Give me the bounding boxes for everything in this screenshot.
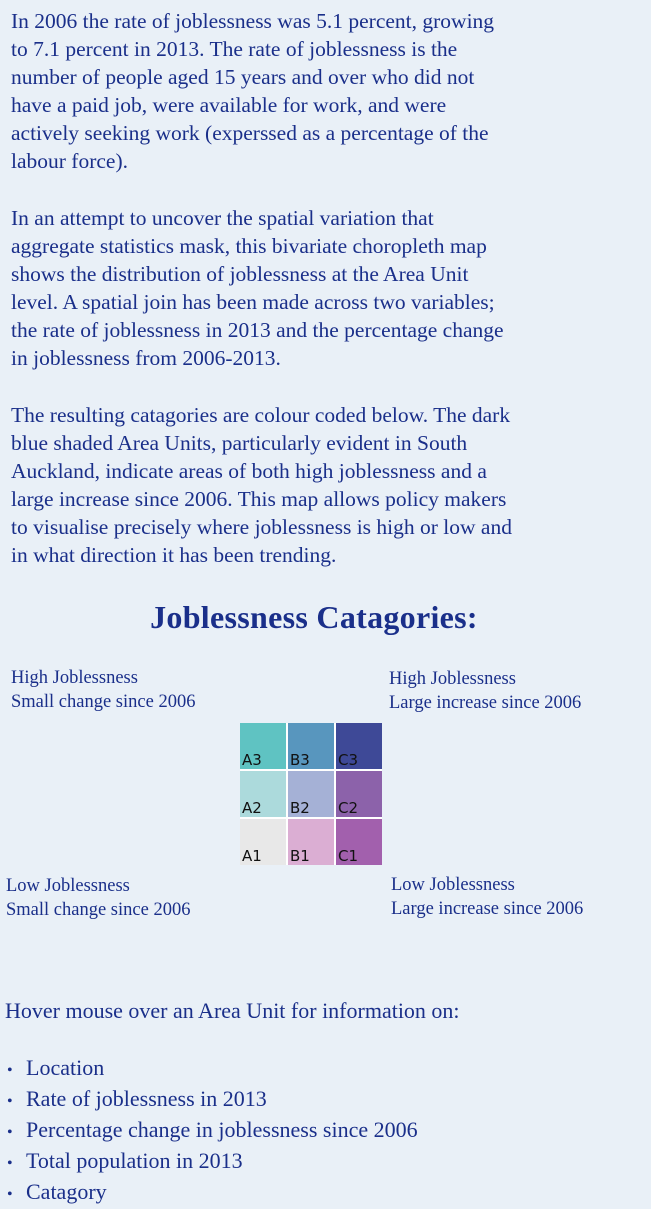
hover-info-list: • Location • Rate of joblessness in 2013 •… [5,1054,418,1209]
corner-label-line1: Low Joblessness [6,876,130,896]
bivariate-legend-grid: A3 B3 C3 A2 B2 C2 A1 B1 C1 [240,723,382,865]
list-item: • Location [5,1054,418,1085]
legend-cell-a2: A2 [240,771,286,817]
corner-label-line2: Small change since 2006 [6,900,191,920]
list-item-text: Catagory [26,1179,107,1204]
cell-label: A1 [242,847,262,865]
list-item: • Total population in 2013 [5,1147,418,1178]
legend-cell-a1: A1 [240,819,286,865]
intro-paragraph-results: The resulting catagories are colour code… [11,403,512,567]
intro-paragraph-rates: In 2006 the rate of joblessness was 5.1 … [11,9,495,173]
legend-cell-c2: C2 [336,771,382,817]
cell-label: C1 [338,847,359,865]
legend-corner-high-large: High Joblessness Large increase since 20… [389,667,581,715]
legend-cell-a3: A3 [240,723,286,769]
cell-label: A3 [242,751,262,769]
corner-label-line1: Low Joblessness [391,875,515,895]
corner-label-line2: Large increase since 2006 [391,899,584,919]
list-item-text: Location [26,1055,105,1080]
cell-label: A2 [242,799,262,817]
legend-cell-c3: C3 [336,723,382,769]
cell-label: B2 [290,799,310,817]
corner-label-line2: Large increase since 2006 [389,693,582,713]
corner-label-line2: Small change since 2006 [11,692,196,712]
legend-cell-b2: B2 [288,771,334,817]
bullet-icon: • [7,1186,13,1203]
list-item: • Rate of joblessness in 2013 [5,1085,418,1116]
intro-paragraph-method: In an attempt to uncover the spatial var… [11,206,504,370]
legend-title: Joblessness Catagories: [150,599,478,635]
legend-corner-high-small: High Joblessness Small change since 2006 [11,666,195,714]
cell-label: C3 [338,751,359,769]
hover-instructions: Hover mouse over an Area Unit for inform… [5,998,460,1023]
list-item-text: Percentage change in joblessness since 2… [26,1117,418,1142]
corner-label-line1: High Joblessness [389,669,516,689]
bullet-icon: • [7,1155,13,1172]
list-item-text: Rate of joblessness in 2013 [26,1086,267,1111]
legend-cell-b1: B1 [288,819,334,865]
legend-corner-low-large: Low Joblessness Large increase since 200… [391,873,583,921]
cell-label: B1 [290,847,310,865]
list-item: • Percentage change in joblessness since … [5,1116,418,1147]
legend-cell-b3: B3 [288,723,334,769]
corner-label-line1: High Joblessness [11,668,138,688]
cell-label: C2 [338,799,359,817]
cell-label: B3 [290,751,310,769]
list-item-text: Total population in 2013 [26,1148,243,1173]
legend-cell-c1: C1 [336,819,382,865]
bullet-icon: • [7,1124,13,1141]
bullet-icon: • [7,1062,13,1079]
legend-corner-low-small: Low Joblessness Small change since 2006 [6,874,190,922]
list-item: • Catagory [5,1178,418,1209]
bullet-icon: • [7,1093,13,1110]
